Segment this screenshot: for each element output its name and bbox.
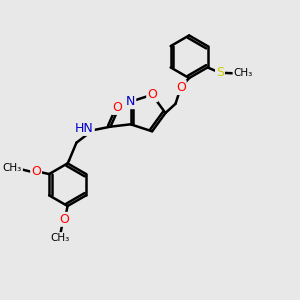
Text: O: O — [176, 81, 186, 94]
Text: CH₃: CH₃ — [233, 68, 253, 78]
Text: O: O — [112, 101, 122, 114]
Text: O: O — [59, 213, 69, 226]
Text: O: O — [31, 165, 41, 178]
Text: N: N — [126, 95, 135, 108]
Text: O: O — [147, 88, 157, 101]
Text: CH₃: CH₃ — [50, 233, 70, 243]
Text: CH₃: CH₃ — [3, 163, 22, 173]
Text: S: S — [216, 66, 224, 79]
Text: HN: HN — [75, 122, 94, 135]
